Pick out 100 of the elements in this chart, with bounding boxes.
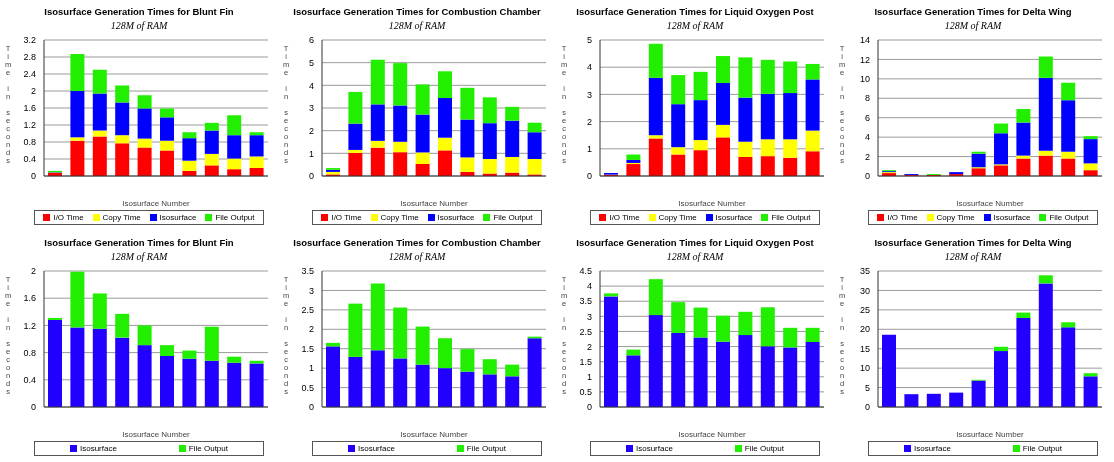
y-tick-label: 0.4 [23, 374, 36, 385]
y-tick-label: 3 [308, 103, 314, 114]
legend-label: File Output [770, 213, 811, 222]
y-tick-label: 1.6 [23, 293, 36, 304]
y-tick-label: 3 [308, 285, 314, 296]
legend-label: Isosurface [158, 213, 197, 222]
y-tick-label: 2 [308, 324, 314, 335]
y-tick-label: 2 [308, 125, 314, 136]
legend-label: File Output [743, 444, 784, 453]
y-tick-label: 4.5 [579, 266, 592, 277]
y-tick-label: 4 [586, 281, 592, 292]
y-tick-label: 25 [859, 305, 870, 316]
y-tick-label: 0 [586, 402, 592, 413]
legend-label: I/O Time [886, 213, 918, 222]
chart-title: Isosurface Generation Times for Blunt Fin [43, 237, 235, 248]
chart-title: Isosurface Generation Times for Liquid Oxygen Post [575, 6, 815, 17]
legend-label: Copy Time [657, 213, 697, 222]
y-tick-label: 14 [859, 35, 870, 46]
y-tick-label: 4 [864, 132, 870, 143]
chart-title: Isosurface Generation Times for Liquid Oxygen Post [575, 237, 815, 248]
chart-title: Isosurface Generation Times for Blunt Fin [43, 6, 235, 17]
chart-subtitle: 128M of RAM [387, 251, 447, 262]
y-tick-label: 0 [586, 171, 592, 182]
x-axis-title: Isosurface Number [956, 199, 1025, 208]
y-tick-label: 1.2 [23, 120, 36, 131]
x-axis-title: Isosurface Number [400, 430, 469, 439]
y-tick-label: 8 [864, 93, 870, 104]
legend-label: File Output [187, 444, 228, 453]
y-tick-label: 0 [30, 402, 36, 413]
legend-label: I/O Time [330, 213, 362, 222]
y-tick-label: 0 [308, 402, 314, 413]
y-tick-label: 1.2 [23, 320, 36, 331]
y-tick-label: 2 [30, 86, 36, 97]
legend-label: File Output [1021, 444, 1062, 453]
y-tick-label: 0.8 [23, 347, 36, 358]
y-tick-label: 0 [864, 402, 870, 413]
y-tick-label: 4 [586, 62, 592, 73]
chart-subtitle: 128M of RAM [387, 20, 447, 31]
y-tick-label: 5 [308, 57, 314, 68]
legend-label: Copy Time [101, 213, 141, 222]
legend-label: File Output [492, 213, 533, 222]
y-tick-label: 0.5 [579, 387, 592, 398]
chart-subtitle: 128M of RAM [665, 251, 725, 262]
chart-subtitle: 128M of RAM [943, 251, 1003, 262]
y-tick-label: 0 [308, 171, 314, 182]
legend-label: I/O Time [608, 213, 640, 222]
x-axis-title: Isosurface Number [678, 430, 747, 439]
x-axis-title: Isosurface Number [122, 430, 191, 439]
legend-label: File Output [1048, 213, 1089, 222]
y-tick-label: 12 [859, 54, 870, 65]
y-tick-label: 6 [864, 112, 870, 123]
chart-subtitle: 128M of RAM [665, 20, 725, 31]
y-tick-label: 5 [586, 35, 592, 46]
y-tick-label: 15 [859, 343, 870, 354]
y-tick-label: 2.4 [23, 69, 36, 80]
y-tick-label: 0.5 [301, 382, 314, 393]
chart-subtitle: 128M of RAM [109, 251, 169, 262]
y-tick-label: 3.5 [579, 296, 592, 307]
y-tick-label: 1 [586, 371, 592, 382]
y-tick-label: 1.6 [23, 103, 36, 114]
legend-label: File Output [465, 444, 506, 453]
legend-label: Copy Time [379, 213, 419, 222]
legend-label: Isosurface [635, 444, 673, 453]
y-tick-label: 2 [864, 151, 870, 162]
y-tick-label: 0.4 [23, 154, 36, 165]
y-tick-label: 3 [586, 311, 592, 322]
y-tick-label: 10 [859, 74, 870, 85]
y-tick-label: 5 [864, 382, 870, 393]
legend-label: Isosurface [913, 444, 951, 453]
x-axis-title: Isosurface Number [678, 199, 747, 208]
y-tick-label: 4 [308, 80, 314, 91]
x-axis-title: Isosurface Number [400, 199, 469, 208]
y-tick-label: 2 [30, 266, 36, 277]
y-tick-label: 2 [586, 116, 592, 127]
y-tick-label: 0 [864, 171, 870, 182]
chart-subtitle: 128M of RAM [109, 20, 169, 31]
y-tick-label: 2.5 [579, 326, 592, 337]
legend-label: Isosurface [79, 444, 117, 453]
y-tick-label: 1 [308, 148, 314, 159]
y-tick-label: 1 [586, 143, 592, 154]
legend-label: Isosurface [357, 444, 395, 453]
y-tick-label: 1.5 [301, 343, 314, 354]
y-tick-label: 3.2 [23, 35, 36, 46]
y-tick-label: 30 [859, 285, 870, 296]
legend-label: Copy Time [935, 213, 975, 222]
y-tick-label: 3.5 [301, 266, 314, 277]
y-tick-label: 10 [859, 363, 870, 374]
legend-label: Isosurface [992, 213, 1031, 222]
y-tick-label: 0.8 [23, 137, 36, 148]
y-tick-label: 2.8 [23, 52, 36, 63]
chart-title: Isosurface Generation Times for Delta Wing [873, 237, 1073, 248]
y-tick-label: 20 [859, 324, 870, 335]
y-tick-label: 35 [859, 266, 870, 277]
legend-label: Isosurface [436, 213, 475, 222]
legend-label: Isosurface [714, 213, 753, 222]
chart-title: Isosurface Generation Times for Delta Wing [873, 6, 1073, 17]
chart-title: Isosurface Generation Times for Combustion Chamber [292, 237, 542, 248]
y-tick-label: 1.5 [579, 356, 592, 367]
chart-subtitle: 128M of RAM [943, 20, 1003, 31]
y-tick-label: 0 [30, 171, 36, 182]
